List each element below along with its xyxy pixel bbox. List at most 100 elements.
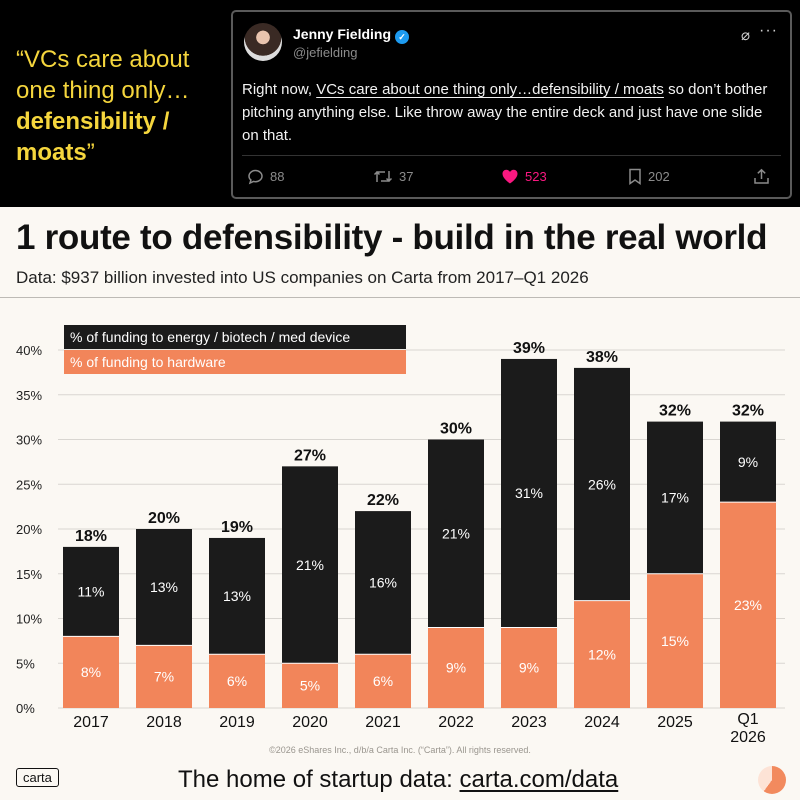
y-tick-label: 10% — [16, 612, 42, 627]
bar-hardware — [647, 573, 703, 708]
hardware-value-label: 5% — [300, 678, 320, 694]
bar-energy-biotech — [428, 439, 484, 628]
footer-tagline: The home of startup data: carta.com/data — [178, 766, 618, 794]
hardware-value-label: 7% — [154, 669, 174, 685]
x-category-label-line: 2020 — [292, 714, 328, 731]
verified-icon: ✓ — [395, 30, 410, 44]
x-category-label-line: 2017 — [73, 714, 109, 731]
bookmark-icon — [629, 168, 641, 185]
energy-value-label: 26% — [588, 476, 616, 492]
x-category-label: 2025 — [657, 714, 693, 731]
x-category-label: 2024 — [584, 714, 620, 731]
stacked-bar-chart: 0% 5% 10% 15% 20% 25% 30% 35% 40% 8% 11% 18% 7% 13% 2… — [16, 325, 785, 746]
total-value-label: 32% — [659, 403, 691, 420]
bar-energy-biotech — [209, 537, 265, 655]
x-category-label-line: 2018 — [146, 714, 182, 731]
y-tick-label: 25% — [16, 477, 42, 492]
page-title: 1 route to defensibility - build in the … — [16, 218, 768, 257]
y-tick-label: 15% — [16, 567, 42, 582]
legend-swatch — [64, 350, 406, 374]
energy-value-label: 21% — [442, 525, 470, 541]
x-category-label: 2022 — [438, 714, 474, 731]
hardware-value-label: 6% — [373, 673, 393, 689]
bar-energy-biotech — [63, 546, 119, 637]
x-category-label-line: 2023 — [511, 714, 547, 731]
quote-close: ” — [86, 139, 95, 166]
bar-energy-biotech — [136, 529, 192, 646]
bar-energy-biotech — [574, 367, 630, 601]
hardware-value-label: 6% — [227, 673, 247, 689]
author-name: Jenny Fielding — [293, 26, 392, 42]
tweet-card[interactable]: Jenny Fielding ✓ @jefielding ⌀ ··· Right … — [231, 10, 792, 199]
x-category-label: 2021 — [365, 714, 401, 731]
footer-text: The home of startup data: — [178, 766, 460, 793]
hardware-value-label: 23% — [734, 597, 762, 613]
tweet-divider — [242, 155, 781, 156]
y-axis-ticks: 0% 5% 10% 15% 20% 25% 30% 35% 40% — [16, 343, 42, 716]
energy-value-label: 17% — [661, 490, 689, 506]
footer-link[interactable]: carta.com/data — [459, 766, 619, 793]
x-category-label: 2020 — [292, 714, 328, 731]
bar-hardware — [574, 600, 630, 708]
bar-hardware — [428, 627, 484, 708]
energy-value-label: 13% — [223, 588, 251, 604]
retweet-button[interactable]: 37 — [373, 168, 413, 185]
x-category-label-line: Q1 — [737, 711, 758, 728]
total-value-label: 22% — [367, 492, 399, 509]
bar-hardware — [355, 654, 411, 708]
reply-count: 88 — [270, 169, 285, 184]
more-icon[interactable]: ··· — [759, 22, 778, 39]
bars: 8% 11% 18% 7% 13% 20% 6% 13% 19% 5% 21% 27% 6% 16% 22%… — [63, 340, 776, 708]
total-value-label: 38% — [586, 349, 618, 366]
grok-icon[interactable]: ⌀ — [740, 27, 750, 44]
avatar[interactable] — [244, 23, 282, 61]
x-category-label-line: 2025 — [657, 714, 693, 731]
like-count: 523 — [525, 169, 547, 184]
bar-energy-biotech — [282, 466, 338, 664]
energy-value-label: 21% — [296, 557, 324, 573]
tweet-text-underlined: VCs care about one thing only…defensibil… — [316, 81, 664, 98]
quote-highlight: defensibility / moats — [16, 108, 170, 166]
reply-button[interactable]: 88 — [247, 168, 284, 185]
bookmark-count: 202 — [648, 169, 670, 184]
total-value-label: 39% — [513, 340, 545, 357]
heart-icon — [502, 169, 518, 184]
hardware-value-label: 12% — [588, 646, 616, 662]
tweet-author[interactable]: Jenny Fielding ✓ — [293, 26, 410, 44]
legend-label: % of funding to hardware — [70, 354, 226, 370]
bar-hardware — [136, 645, 192, 708]
hardware-value-label: 8% — [81, 664, 101, 680]
legend-swatch — [64, 325, 406, 349]
energy-value-label: 31% — [515, 485, 543, 501]
like-button[interactable]: 523 — [501, 168, 547, 185]
retweet-count: 37 — [399, 169, 414, 184]
total-value-label: 32% — [732, 403, 764, 420]
y-tick-label: 5% — [16, 656, 35, 671]
energy-value-label: 11% — [78, 584, 105, 600]
x-category-label-line: 2019 — [219, 714, 255, 731]
x-axis-categories: 2017 2018 2019 2020 2021 2022 2023 2024 2025 Q1 20… — [73, 711, 766, 746]
x-category-label-line: 2026 — [730, 729, 766, 746]
legend: % of funding to energy / biotech / med d… — [64, 325, 406, 374]
pull-quote: “VCs care about one thing only… defensib… — [16, 44, 226, 168]
tweet-text-post: so don’t bother pitching anything else. … — [242, 81, 768, 144]
x-category-label: 2023 — [511, 714, 547, 731]
energy-value-label: 16% — [369, 575, 397, 591]
bar-energy-biotech — [720, 421, 776, 503]
bookmark-button[interactable]: 202 — [628, 168, 670, 185]
share-icon — [754, 168, 769, 184]
share-button[interactable] — [753, 168, 770, 185]
bar-hardware — [720, 502, 776, 708]
energy-value-label: 9% — [738, 454, 758, 470]
y-tick-label: 20% — [16, 522, 42, 537]
total-value-label: 30% — [440, 421, 472, 438]
page-subtitle: Data: $937 billion invested into US comp… — [16, 268, 589, 287]
retweet-icon — [373, 170, 393, 183]
hardware-value-label: 15% — [661, 633, 689, 649]
quote-part-1: “VCs care about one thing only… — [16, 46, 190, 104]
bar-energy-biotech — [501, 358, 557, 628]
y-tick-label: 0% — [16, 701, 35, 716]
tweet-text: Right now, VCs care about one thing only… — [242, 78, 782, 147]
tweet-handle[interactable]: @jefielding — [293, 45, 358, 60]
x-category-label: 2019 — [219, 714, 255, 731]
